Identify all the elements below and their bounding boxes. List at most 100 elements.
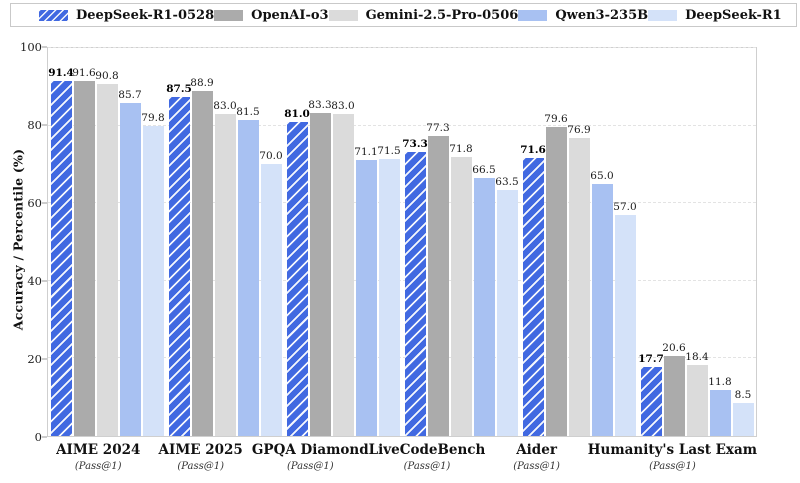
legend-item: Gemini-2.5-Pro-0506 (328, 7, 519, 23)
bar-value-label: 65.0 (590, 169, 614, 182)
bar-value-label: 63.5 (495, 175, 519, 188)
category-sublabel: (Pass@1) (513, 461, 560, 472)
x-category-label: Humanity's Last Exam (Pass@1) (588, 442, 757, 472)
bar-value-label: 83.3 (308, 98, 332, 111)
bar-value-label: 8.5 (734, 389, 752, 402)
bar-value-label: 11.8 (708, 376, 732, 389)
y-tick-mark (42, 124, 47, 126)
bar-value-label: 66.5 (472, 163, 496, 176)
bar: 63.5 (495, 176, 519, 436)
bar-value-label: 91.4 (48, 67, 74, 80)
bar-value-label: 90.8 (95, 69, 119, 82)
bar-value-label: 73.3 (402, 137, 428, 150)
bar-value-label: 77.3 (426, 122, 450, 135)
gridline (48, 47, 756, 48)
bar-value-label: 88.9 (190, 77, 214, 90)
x-category-label: LiveCodeBench (Pass@1) (369, 442, 486, 472)
bar: 71.6 (520, 144, 546, 436)
y-tick-label: 80 (27, 118, 42, 132)
bar-value-label: 79.6 (544, 113, 568, 126)
category-name: Aider (516, 442, 557, 458)
legend-item: Qwen3-235B (518, 8, 648, 23)
bar-value-label: 71.8 (449, 143, 473, 156)
bar-value-label: 83.0 (331, 99, 355, 112)
bar-value-label: 17.7 (638, 353, 664, 366)
bar: 17.7 (638, 353, 664, 436)
bar-group: 73.3 77.3 71.8 66.5 63.5 (402, 48, 520, 436)
bar-group: 71.6 79.6 76.9 65.0 57.0 (520, 48, 638, 436)
category-sublabel: (Pass@1) (649, 461, 696, 472)
legend-swatch-icon (518, 9, 548, 21)
bar-value-label: 76.9 (567, 123, 591, 136)
y-tick-label: 20 (27, 352, 42, 366)
bar: 90.8 (95, 70, 119, 436)
gridline (48, 202, 756, 204)
bar: 71.1 (354, 146, 378, 436)
bar: 81.0 (284, 108, 310, 436)
bar-group: 81.0 83.3 83.0 71.1 71.5 (284, 48, 402, 436)
bar-group: 17.7 20.6 18.4 11.8 8.5 (638, 48, 756, 436)
x-category-label: AIME 2025 (Pass@1) (149, 442, 251, 472)
y-tick-mark (42, 46, 47, 48)
bar-value-label: 81.0 (284, 107, 310, 120)
category-name: GPQA Diamond (251, 442, 369, 458)
gridline (48, 124, 756, 126)
bar-value-label: 81.5 (236, 105, 260, 118)
category-sublabel: (Pass@1) (286, 461, 334, 472)
bar: 66.5 (472, 164, 496, 436)
bar: 65.0 (590, 170, 614, 436)
x-category-label: AIME 2024 (Pass@1) (47, 442, 149, 472)
bar-value-label: 79.8 (141, 112, 165, 125)
y-axis-ticks: 0 20 40 60 80 100 (0, 40, 47, 444)
category-sublabel: (Pass@1) (177, 461, 225, 472)
bar: 71.8 (449, 143, 473, 436)
bar: 81.5 (236, 106, 260, 436)
y-tick-label: 0 (34, 430, 42, 444)
category-name: Humanity's Last Exam (587, 442, 758, 458)
bar: 57.0 (613, 201, 637, 436)
bar: 83.0 (331, 100, 355, 436)
gridline (48, 279, 756, 281)
bar: 91.6 (72, 67, 96, 436)
legend-swatch-icon (39, 9, 68, 21)
bar-group: 91.4 91.6 90.8 85.7 79.8 (48, 48, 166, 436)
bar: 18.4 (685, 351, 709, 436)
bar-value-label: 91.6 (72, 66, 96, 79)
legend-swatch-icon (328, 9, 358, 21)
y-tick-label: 100 (20, 40, 42, 54)
category-name: LiveCodeBench (368, 442, 486, 458)
bar-value-label: 70.0 (259, 150, 283, 163)
bar-value-label: 85.7 (118, 89, 142, 102)
x-axis-labels: AIME 2024 (Pass@1) AIME 2025 (Pass@1) GPQA D… (47, 442, 757, 472)
legend-item: OpenAI-o3 (214, 7, 329, 23)
y-tick-mark (42, 358, 47, 360)
bar: 8.5 (732, 389, 754, 436)
legend-swatch-icon (648, 9, 678, 21)
legend-label: DeepSeek-R1-0528 (76, 7, 215, 23)
legend-item: DeepSeek-R1 (648, 8, 782, 23)
y-tick-label: 60 (27, 196, 42, 210)
category-name: AIME 2024 (56, 442, 141, 458)
legend-label: Qwen3-235B (555, 7, 649, 23)
bar: 77.3 (426, 122, 450, 436)
category-name: AIME 2025 (158, 442, 243, 458)
bar: 88.9 (190, 77, 214, 436)
x-category-label: GPQA Diamond (Pass@1) (252, 442, 369, 472)
bar: 87.5 (166, 83, 192, 436)
legend-label: DeepSeek-R1 (685, 7, 782, 23)
bar: 85.7 (118, 89, 142, 436)
y-tick-mark (42, 202, 47, 204)
legend-label: Gemini-2.5-Pro-0506 (365, 7, 519, 23)
bar: 11.8 (708, 376, 732, 436)
y-tick-mark (42, 436, 47, 438)
bar-value-label: 71.1 (354, 146, 378, 159)
bar-value-label: 83.0 (213, 99, 237, 112)
bar: 73.3 (402, 138, 428, 436)
bar-value-label: 71.5 (377, 144, 401, 157)
bar: 79.6 (544, 113, 568, 436)
bar-value-label: 57.0 (613, 200, 637, 213)
legend-label: OpenAI-o3 (251, 7, 329, 23)
category-sublabel: (Pass@1) (74, 461, 122, 472)
bar: 83.0 (213, 100, 237, 436)
